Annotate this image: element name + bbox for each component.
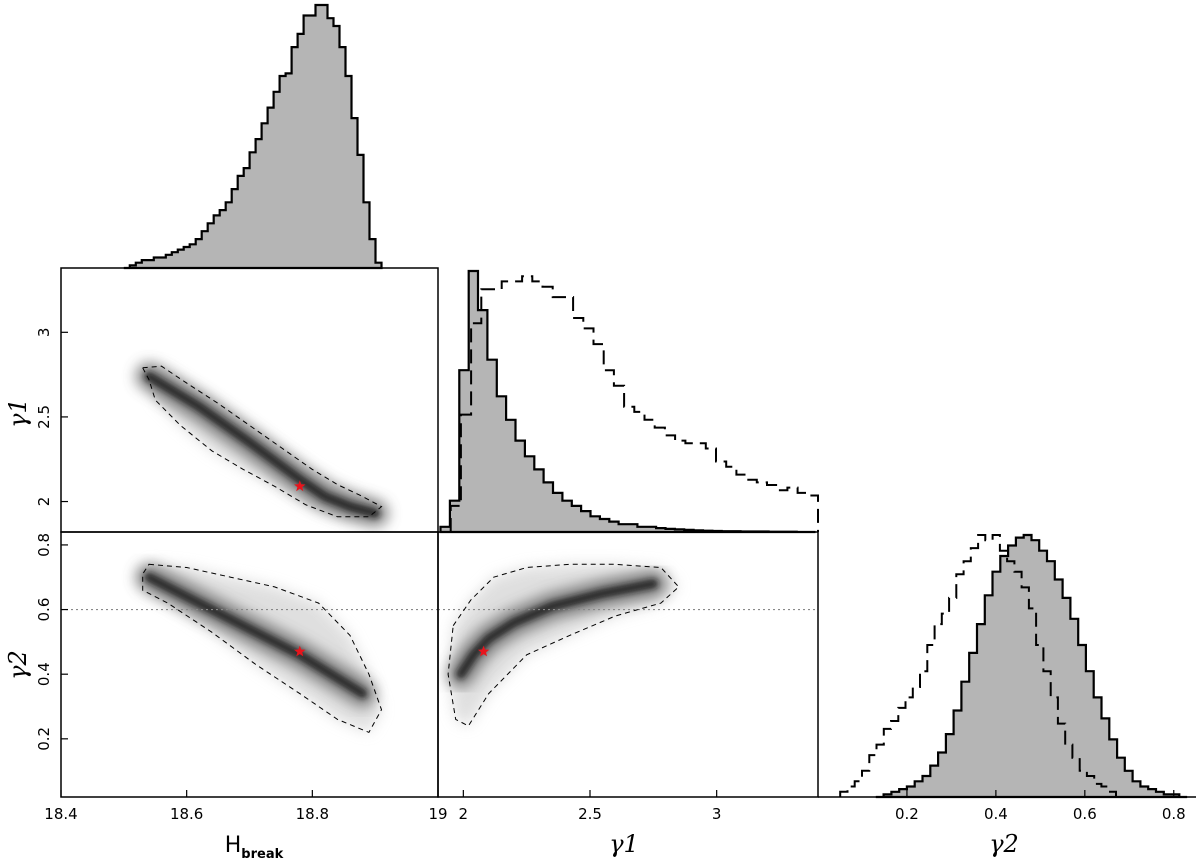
y-tick-label: 3 xyxy=(35,328,53,338)
x-tick-label: 18.6 xyxy=(170,805,203,823)
x-ticks-hbreak: 18.4 18.6 18.8 19 xyxy=(44,790,448,823)
contour-gamma2-hbreak xyxy=(142,563,383,734)
x-tick-label: 18.4 xyxy=(44,805,77,823)
panel-density-gamma2-gamma1: 2 2.5 3 γ1 xyxy=(437,531,819,858)
best-fit-star-gamma2-hbreak xyxy=(294,645,306,657)
density-halo xyxy=(448,564,679,726)
hist-gamma2-dashed xyxy=(839,534,1117,797)
y-tick-label: 0.4 xyxy=(35,662,53,686)
x-tick-label: 3 xyxy=(712,805,722,823)
y-ticks-gamma2-hbreak: 0.2 0.4 0.6 0.8 xyxy=(35,533,68,751)
best-fit-star-gamma1-hbreak xyxy=(294,480,306,492)
x-axis-label-gamma1: γ1 xyxy=(609,830,639,858)
x-tick-label: 18.8 xyxy=(296,805,329,823)
hist-gamma2-filled xyxy=(875,533,1188,799)
frame-density-gamma2-hbreak xyxy=(60,531,439,798)
contour-gamma2-gamma1 xyxy=(447,563,680,727)
panel-hist-gamma1 xyxy=(439,269,819,534)
y-tick-label: 2.5 xyxy=(35,405,53,429)
x-tick-label: 19 xyxy=(428,805,447,823)
frame-density-gamma2-gamma1 xyxy=(437,531,819,798)
y-tick-label: 0.8 xyxy=(35,533,53,557)
x-tick-label: 0.2 xyxy=(895,805,919,823)
panel-density-gamma2-hbreak: 0.2 0.4 0.6 0.8 18.4 18.6 18.8 19 γ2 Hbreak xyxy=(4,531,448,858)
x-tick-label: 0.6 xyxy=(1073,805,1097,823)
x-ticks-gamma2: 0.2 0.4 0.6 0.8 xyxy=(895,790,1186,823)
y-ticks-gamma1-hbreak: 22.53 xyxy=(35,328,68,507)
density-cloud-gamma2-gamma1 xyxy=(447,564,679,726)
y-tick-label: 2 xyxy=(35,497,53,507)
best-fit-star-gamma2-gamma1 xyxy=(477,645,490,657)
y-axis-label-gamma2: γ2 xyxy=(4,650,32,680)
x-tick-label: 2.5 xyxy=(578,805,602,823)
panel-hist-hbreak xyxy=(123,3,383,270)
x-tick-label: 0.4 xyxy=(984,805,1008,823)
density-core xyxy=(456,579,658,679)
x-tick-label: 2 xyxy=(459,805,469,823)
x-axis-label-hbreak: Hbreak xyxy=(225,833,284,858)
y-axis-label-gamma1: γ1 xyxy=(4,398,32,428)
x-ticks-gamma1: 2 2.5 3 xyxy=(459,790,722,823)
density-cloud-gamma1-hbreak xyxy=(136,363,389,527)
hist-gamma1-dashed xyxy=(449,275,819,532)
x-axis-label-gamma2: γ2 xyxy=(989,830,1019,858)
density-core xyxy=(144,572,368,699)
x-tick-label: 0.8 xyxy=(1162,805,1186,823)
y-tick-label: 0.2 xyxy=(35,727,53,751)
density-core xyxy=(144,371,380,518)
hist-gamma1-filled xyxy=(439,269,816,534)
frame-density-gamma1-hbreak xyxy=(60,267,439,533)
density-cloud-gamma2-hbreak xyxy=(136,564,382,733)
hist-hbreak-filled xyxy=(123,3,383,270)
contour-gamma1-hbreak xyxy=(141,365,383,518)
panel-hist-gamma2: 0.2 0.4 0.6 0.8 γ2 xyxy=(818,533,1196,858)
y-tick-label: 0.6 xyxy=(35,598,53,622)
panel-density-gamma1-hbreak: 22.53 γ1 xyxy=(4,267,439,533)
